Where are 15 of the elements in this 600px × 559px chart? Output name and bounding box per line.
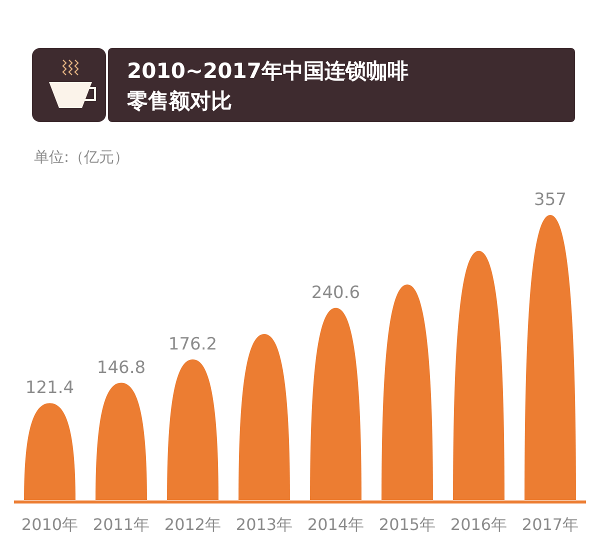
data-label: 146.8 xyxy=(96,358,146,378)
title: 2010~2017年中国连锁咖啡零售额对比 xyxy=(127,59,408,113)
x-tick-label: 2010年 xyxy=(21,515,78,534)
x-tick-label: 2014年 xyxy=(307,515,364,534)
x-tick-label: 2016年 xyxy=(450,515,508,534)
x-tick-label: 2015年 xyxy=(378,515,436,534)
x-tick-label: 2013年 xyxy=(236,515,293,534)
x-tick-label: 2011年 xyxy=(92,515,150,534)
data-label: 357 xyxy=(534,190,566,210)
data-label: 176.2 xyxy=(168,334,218,354)
data-label: 121.4 xyxy=(25,378,74,398)
x-tick-label: 2017年 xyxy=(522,515,579,534)
data-label: 240.6 xyxy=(311,282,360,303)
text: 单位:（亿元） xyxy=(34,148,130,166)
x-tick-label: 2012年 xyxy=(164,515,222,534)
